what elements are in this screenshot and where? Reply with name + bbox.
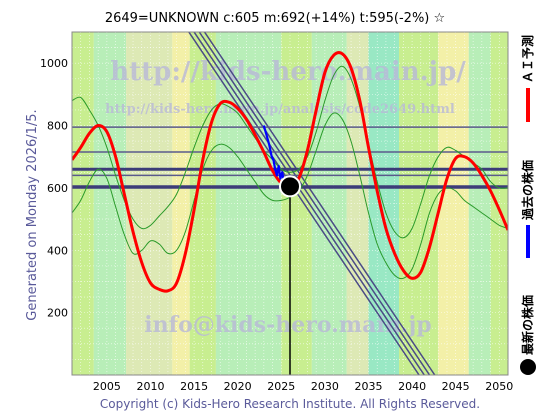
watermark-email: info@kids-hero.main.jp bbox=[144, 312, 431, 338]
x-tick-2040: 2040 bbox=[398, 380, 426, 393]
x-tick-2050: 2050 bbox=[485, 380, 513, 393]
x-tick-2025: 2025 bbox=[267, 380, 295, 393]
watermark-url: http://kids-hero.main.jp/ bbox=[110, 57, 466, 87]
y-tick-400: 400 bbox=[47, 244, 68, 257]
y-axis-label: Generated on Monday 2026/1/5. bbox=[25, 109, 40, 320]
x-tick-2010: 2010 bbox=[136, 380, 164, 393]
zone-band-12 bbox=[468, 32, 491, 375]
band-line-2 bbox=[72, 65, 508, 239]
x-tick-2045: 2045 bbox=[442, 380, 470, 393]
zone-band-2 bbox=[126, 32, 173, 375]
y-tick-600: 600 bbox=[47, 182, 68, 195]
latest-price-dot bbox=[279, 175, 301, 198]
watermark-analysis-url: http://kids-hero.main.jp/analysis/code26… bbox=[105, 102, 455, 117]
legend-ai-label: ＡＩ予測 bbox=[520, 35, 535, 83]
watermarks: http://kids-hero.main.jp/http://kids-her… bbox=[105, 57, 466, 338]
plot-frame bbox=[71, 31, 509, 376]
zone-band-7 bbox=[311, 32, 347, 375]
x-tick-labels: 2005 2010 2015 2020 2025 2030 2035 2040 2045 2050 bbox=[93, 380, 513, 393]
x-tick-2035: 2035 bbox=[354, 380, 382, 393]
x-tick-2005: 2005 bbox=[93, 380, 121, 393]
y-tick-800: 800 bbox=[47, 120, 68, 133]
x-tick-2030: 2030 bbox=[311, 380, 339, 393]
y-tick-1000: 1000 bbox=[40, 57, 68, 70]
y-tick-200: 200 bbox=[47, 307, 68, 320]
y-tick-labels: 200 400 600 800 1000 bbox=[40, 57, 68, 319]
legend-past-label: 過去の株価 bbox=[520, 160, 535, 221]
legend-latest-label: 最新の株価 bbox=[520, 295, 535, 355]
x-tick-2020: 2020 bbox=[224, 380, 252, 393]
axes bbox=[71, 31, 509, 376]
latest-price-marker bbox=[279, 175, 301, 375]
legend-latest-swatch bbox=[520, 359, 536, 375]
x-tick-2015: 2015 bbox=[180, 380, 208, 393]
zone-band-0 bbox=[72, 32, 94, 375]
copyright-footer: Copyright (c) Kids-Hero Research Institu… bbox=[100, 397, 480, 411]
chart-title: 2649=UNKNOWN c:605 m:692(+14%) t:595(-2%… bbox=[105, 11, 445, 26]
